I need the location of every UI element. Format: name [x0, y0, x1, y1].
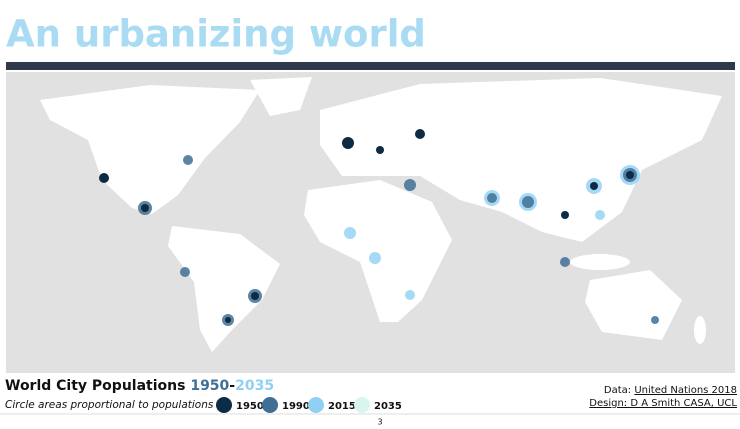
- world-map: [6, 72, 735, 373]
- new-zealand: [694, 316, 706, 344]
- title-bar: [6, 62, 735, 70]
- slide-title: An urbanizing world: [6, 13, 426, 56]
- legend-label: 1990: [282, 401, 310, 412]
- eurasia: [320, 78, 722, 242]
- legend-swatch: [354, 397, 370, 413]
- south-america: [168, 226, 280, 352]
- legend-swatch: [308, 397, 324, 413]
- data-credit-source: United Nations 2018: [634, 385, 737, 396]
- legend-label: 1950: [236, 401, 264, 412]
- legend-swatch: [216, 397, 232, 413]
- map-title: World City Populations 1950-2035: [5, 378, 274, 394]
- greenland: [250, 77, 312, 116]
- north-america: [40, 85, 260, 214]
- map-title-text: World City Populations: [5, 378, 190, 394]
- legend-label: 2015: [328, 401, 356, 412]
- map-title-end: 2035: [235, 378, 274, 394]
- africa: [304, 180, 452, 322]
- map-title-start: 1950: [190, 378, 229, 394]
- design-credit: Design: D A Smith CASA, UCL: [589, 398, 737, 409]
- map-title-dash: -: [229, 378, 235, 394]
- data-credit: Data: United Nations 2018: [604, 385, 737, 396]
- page-number: 3: [377, 418, 382, 427]
- legend: 1950 1990 2015 2035: [216, 397, 402, 413]
- legend-swatch: [262, 397, 278, 413]
- legend-label: 2035: [374, 401, 402, 412]
- data-credit-prefix: Data:: [604, 385, 634, 396]
- map-subtitle: Circle areas proportional to populations…: [5, 399, 230, 411]
- islands: [570, 254, 630, 270]
- city-circles: [99, 129, 659, 326]
